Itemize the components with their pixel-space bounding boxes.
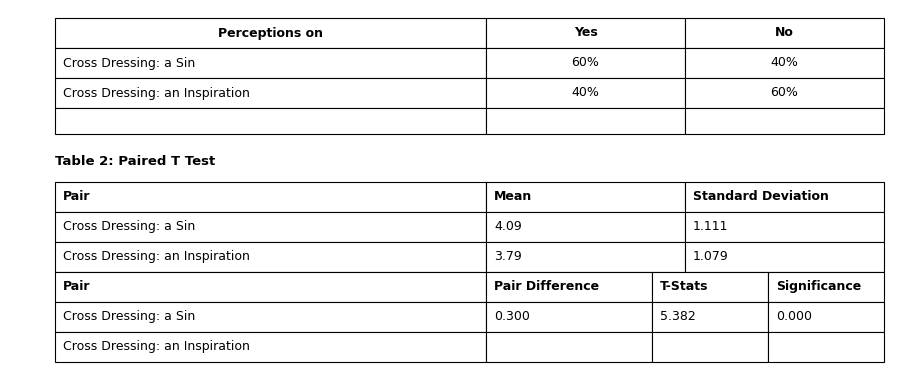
Bar	[685, 241, 884, 272]
Text: Table 2: Paired T Test: Table 2: Paired T Test	[55, 155, 216, 168]
Text: No: No	[775, 26, 794, 39]
Bar	[652, 332, 768, 361]
Bar	[486, 332, 652, 361]
Text: 40%: 40%	[770, 57, 798, 70]
Text: Standard Deviation: Standard Deviation	[693, 190, 829, 203]
Text: Cross Dressing: an Inspiration: Cross Dressing: an Inspiration	[63, 340, 250, 353]
Text: Pair: Pair	[63, 280, 90, 293]
Text: Cross Dressing: an Inspiration: Cross Dressing: an Inspiration	[63, 86, 250, 99]
Bar	[486, 78, 685, 108]
Text: 0.300: 0.300	[494, 310, 530, 323]
Bar	[55, 272, 486, 301]
Text: Mean: Mean	[494, 190, 532, 203]
Bar	[55, 241, 486, 272]
Text: 3.79: 3.79	[494, 250, 522, 263]
Bar	[685, 78, 884, 108]
Bar	[486, 241, 685, 272]
Bar	[768, 332, 884, 361]
Bar	[55, 212, 486, 241]
Bar	[486, 181, 685, 212]
Bar	[685, 181, 884, 212]
Text: Perceptions on: Perceptions on	[218, 26, 323, 39]
Text: T-Stats: T-Stats	[660, 280, 708, 293]
Bar	[652, 301, 768, 332]
Text: Pair Difference: Pair Difference	[494, 280, 599, 293]
Text: 40%: 40%	[572, 86, 600, 99]
Bar	[768, 301, 884, 332]
Bar	[55, 18, 486, 48]
Bar	[55, 332, 486, 361]
Bar	[55, 301, 486, 332]
Bar	[685, 108, 884, 134]
Bar	[55, 48, 486, 78]
Bar	[486, 212, 685, 241]
Bar	[486, 108, 685, 134]
Bar	[768, 272, 884, 301]
Bar	[486, 301, 652, 332]
Text: 0.000: 0.000	[776, 310, 812, 323]
Text: Cross Dressing: a Sin: Cross Dressing: a Sin	[63, 310, 195, 323]
Text: 60%: 60%	[770, 86, 798, 99]
Text: Cross Dressing: an Inspiration: Cross Dressing: an Inspiration	[63, 250, 250, 263]
Text: 5.382: 5.382	[660, 310, 695, 323]
Bar	[685, 18, 884, 48]
Text: 60%: 60%	[572, 57, 600, 70]
Bar	[685, 212, 884, 241]
Bar	[55, 108, 486, 134]
Bar	[486, 48, 685, 78]
Text: Yes: Yes	[574, 26, 597, 39]
Text: 1.111: 1.111	[693, 220, 729, 233]
Text: Cross Dressing: a Sin: Cross Dressing: a Sin	[63, 220, 195, 233]
Bar	[685, 48, 884, 78]
Text: 1.079: 1.079	[693, 250, 729, 263]
Bar	[652, 272, 768, 301]
Bar	[55, 181, 486, 212]
Text: 4.09: 4.09	[494, 220, 522, 233]
Text: Significance: Significance	[776, 280, 861, 293]
Text: Pair: Pair	[63, 190, 90, 203]
Bar	[486, 18, 685, 48]
Bar	[55, 78, 486, 108]
Text: Cross Dressing: a Sin: Cross Dressing: a Sin	[63, 57, 195, 70]
Bar	[486, 272, 652, 301]
